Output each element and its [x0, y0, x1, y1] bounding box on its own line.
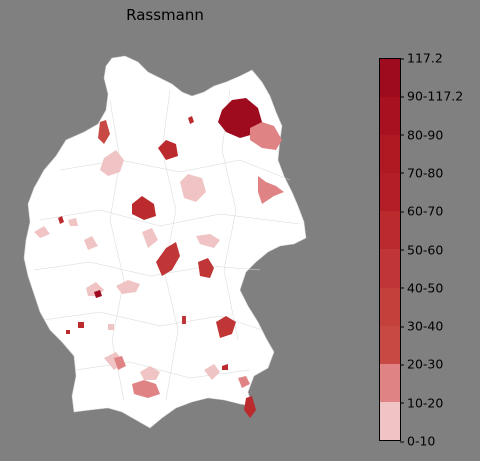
district-red	[182, 316, 186, 324]
map-title: Rassmann	[126, 6, 204, 24]
colorbar-tick-label: 80-90	[399, 127, 443, 142]
district-pink	[114, 356, 126, 370]
colorbar-segment	[380, 135, 400, 174]
colorbar-tick-label: 10-20	[399, 395, 443, 410]
district-pink	[258, 176, 284, 204]
district-red	[198, 258, 214, 278]
colorbar-segment	[380, 97, 400, 136]
district-red	[158, 140, 178, 160]
shaded-districts	[34, 98, 284, 418]
district-light-pink	[68, 218, 78, 226]
district-pink	[250, 122, 282, 150]
district-light-pink	[180, 174, 206, 202]
district-light-pink	[100, 150, 124, 176]
district-red	[132, 196, 156, 220]
colorbar-tick-label: 20-30	[399, 357, 443, 372]
district-light-pink	[196, 234, 220, 248]
germany-choropleth-map	[23, 55, 307, 429]
district-light-pink	[116, 280, 140, 294]
district-pink	[238, 376, 250, 388]
colorbar-segment	[380, 287, 400, 326]
district-light-pink	[34, 226, 50, 238]
colorbar-tick-label: 60-70	[399, 204, 443, 219]
colorbar-segment	[380, 211, 400, 250]
colorbar-tick-label: 50-60	[399, 242, 443, 257]
district-dark-red	[94, 290, 102, 298]
colorbar-segment	[380, 363, 400, 402]
colorbar-tick-label: 40-50	[399, 280, 443, 295]
district-red	[98, 120, 110, 144]
district-red	[58, 216, 64, 224]
colorbar-tick-label: 30-40	[399, 319, 443, 334]
colorbar-segment	[380, 249, 400, 288]
colorbar-tick-label: 90-117.2	[399, 89, 463, 104]
district-light-pink	[84, 236, 98, 250]
district-red	[66, 330, 70, 334]
colorbar-labels: 117.2 90-117.2 80-90 70-80 60-70 50-60 40-50 30…	[399, 51, 473, 449]
district-red	[222, 364, 228, 370]
district-light-pink	[140, 366, 160, 380]
colorbar-segment	[380, 173, 400, 212]
colorbar-tick-label: 117.2	[400, 51, 443, 66]
colorbar-segment	[380, 325, 400, 364]
colorbar-segment	[380, 59, 400, 98]
colorbar	[379, 58, 401, 441]
district-red	[78, 322, 84, 328]
district-red	[216, 316, 236, 338]
district-light-pink	[204, 364, 220, 380]
district-light-pink	[142, 228, 158, 248]
district-light-pink	[108, 324, 114, 330]
colorbar-tick-label: 70-80	[399, 165, 443, 180]
district-red	[188, 116, 194, 124]
colorbar-tick-label: 0-10	[399, 434, 435, 449]
district-red	[244, 396, 256, 418]
colorbar-segment	[380, 401, 400, 440]
district-red	[156, 242, 180, 276]
district-pink	[132, 380, 160, 398]
germany-land	[23, 55, 307, 429]
